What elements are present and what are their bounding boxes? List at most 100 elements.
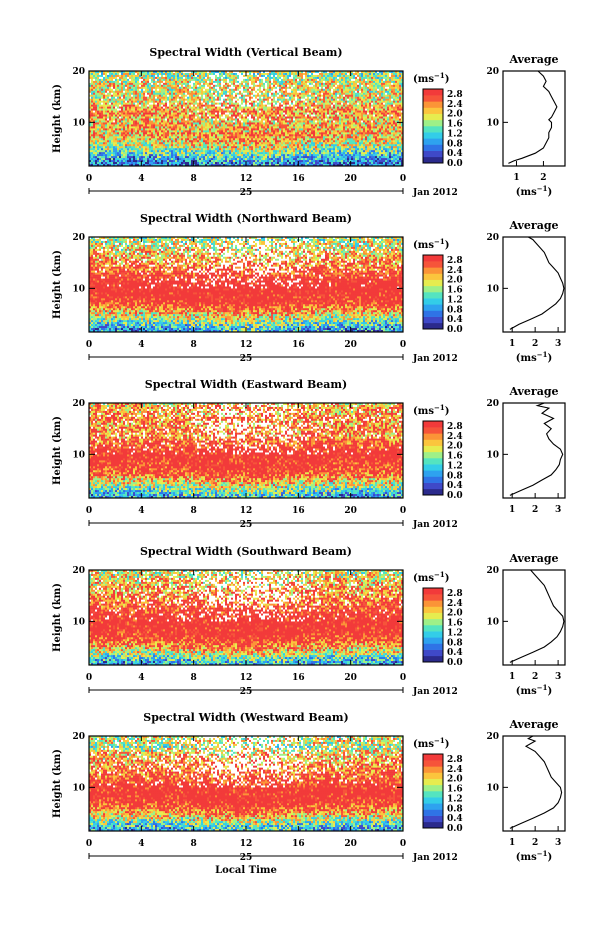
heatmap-cell [103, 81, 105, 83]
heatmap-cell [149, 75, 151, 77]
heatmap-cell [211, 83, 213, 85]
heatmap-cell [249, 83, 251, 85]
heatmap-cell [199, 79, 201, 81]
heatmap-cell [193, 77, 195, 79]
heatmap-cell [305, 79, 307, 81]
heatmap-cell [133, 75, 135, 77]
heatmap-cell [197, 85, 199, 87]
heatmap-cell [391, 75, 393, 77]
heatmap-cell [137, 85, 139, 87]
heatmap-cell [325, 75, 327, 77]
heatmap-cell [387, 81, 389, 83]
heatmap-cell [397, 75, 399, 77]
heatmap-cell [269, 85, 271, 87]
heatmap-cell [325, 81, 327, 83]
heatmap-cell [173, 75, 175, 77]
heatmap-cell [223, 75, 225, 77]
heatmap-cell [131, 75, 133, 77]
heatmap-cell [109, 77, 111, 79]
heatmap-cell [159, 81, 161, 83]
heatmap-cell [161, 75, 163, 77]
heatmap-cell [175, 75, 177, 77]
heatmap-cell [375, 77, 377, 79]
heatmap-cell [367, 83, 369, 85]
heatmap-cell [311, 83, 313, 85]
heatmap-cell [373, 83, 375, 85]
heatmap-cell [251, 85, 253, 87]
heatmap-cell [125, 75, 127, 77]
heatmap-cell [165, 79, 167, 81]
heatmap-cell [305, 77, 307, 79]
heatmap-cell [383, 79, 385, 81]
heatmap-cell [159, 77, 161, 79]
heatmap-cell [367, 85, 369, 87]
heatmap-cell [151, 79, 153, 81]
heatmap-cell [271, 83, 273, 85]
heatmap-cell [169, 77, 171, 79]
heatmap-cell [159, 85, 161, 87]
heatmap-cell [231, 77, 233, 79]
heatmap-cell [281, 79, 283, 81]
heatmap-cell [121, 73, 123, 75]
heatmap-cell [135, 85, 137, 87]
heatmap-cell [139, 85, 141, 87]
heatmap-cell [113, 87, 115, 89]
heatmap-cell [133, 81, 135, 83]
heatmap-cell [101, 87, 103, 89]
heatmap-cell [307, 75, 309, 77]
heatmap-cell [153, 75, 155, 77]
heatmap-cell [327, 83, 329, 85]
heatmap-cell [311, 73, 313, 75]
heatmap-cell [223, 85, 225, 87]
heatmap-cell [165, 75, 167, 77]
heatmap-cell [141, 79, 143, 81]
heatmap-cell [109, 73, 111, 75]
heatmap-cell [225, 85, 227, 87]
heatmap-cell [183, 85, 185, 87]
heatmap-cell [199, 83, 201, 85]
heatmap-cell [151, 75, 153, 77]
heatmap-cell [169, 75, 171, 77]
heatmap-cell [137, 77, 139, 79]
heatmap-cell [335, 83, 337, 85]
heatmap-cell [333, 73, 335, 75]
heatmap-cell [97, 87, 99, 89]
heatmap-cell [189, 79, 191, 81]
heatmap-cell [241, 85, 243, 87]
heatmap-cell [121, 79, 123, 81]
heatmap-cell [389, 77, 391, 79]
heatmap-cell [379, 83, 381, 85]
heatmap-cell [133, 79, 135, 81]
heatmap-cell [157, 77, 159, 79]
heatmap-cell [303, 83, 305, 85]
heatmap-cell [245, 81, 247, 83]
heatmap-cell [391, 81, 393, 83]
heatmap-cell [213, 79, 215, 81]
heatmap-cell [277, 75, 279, 77]
heatmap-cell [387, 77, 389, 79]
heatmap-cell [229, 75, 231, 77]
heatmap-cell [325, 83, 327, 85]
heatmap-cell [193, 83, 195, 85]
heatmap-cell [179, 79, 181, 81]
heatmap-cell [267, 81, 269, 83]
heatmap-cell [123, 85, 125, 87]
heatmap-cell [395, 77, 397, 79]
heatmap-cell [173, 81, 175, 83]
heatmap-cell [257, 77, 259, 79]
heatmap-cell [139, 79, 141, 81]
heatmap-cell [373, 81, 375, 83]
heatmap-cell [359, 73, 361, 75]
heatmap-cell [103, 75, 105, 77]
heatmap-cell [119, 83, 121, 85]
heatmap-cell [109, 81, 111, 83]
heatmap-cell [117, 79, 119, 81]
heatmap-cell [141, 85, 143, 87]
heatmap-cell [319, 75, 321, 77]
heatmap-cell [283, 85, 285, 87]
heatmap-cell [119, 85, 121, 87]
heatmap-cell [255, 75, 257, 77]
heatmap-cell [335, 75, 337, 77]
heatmap-cell [307, 83, 309, 85]
heatmap-cell [95, 73, 97, 75]
